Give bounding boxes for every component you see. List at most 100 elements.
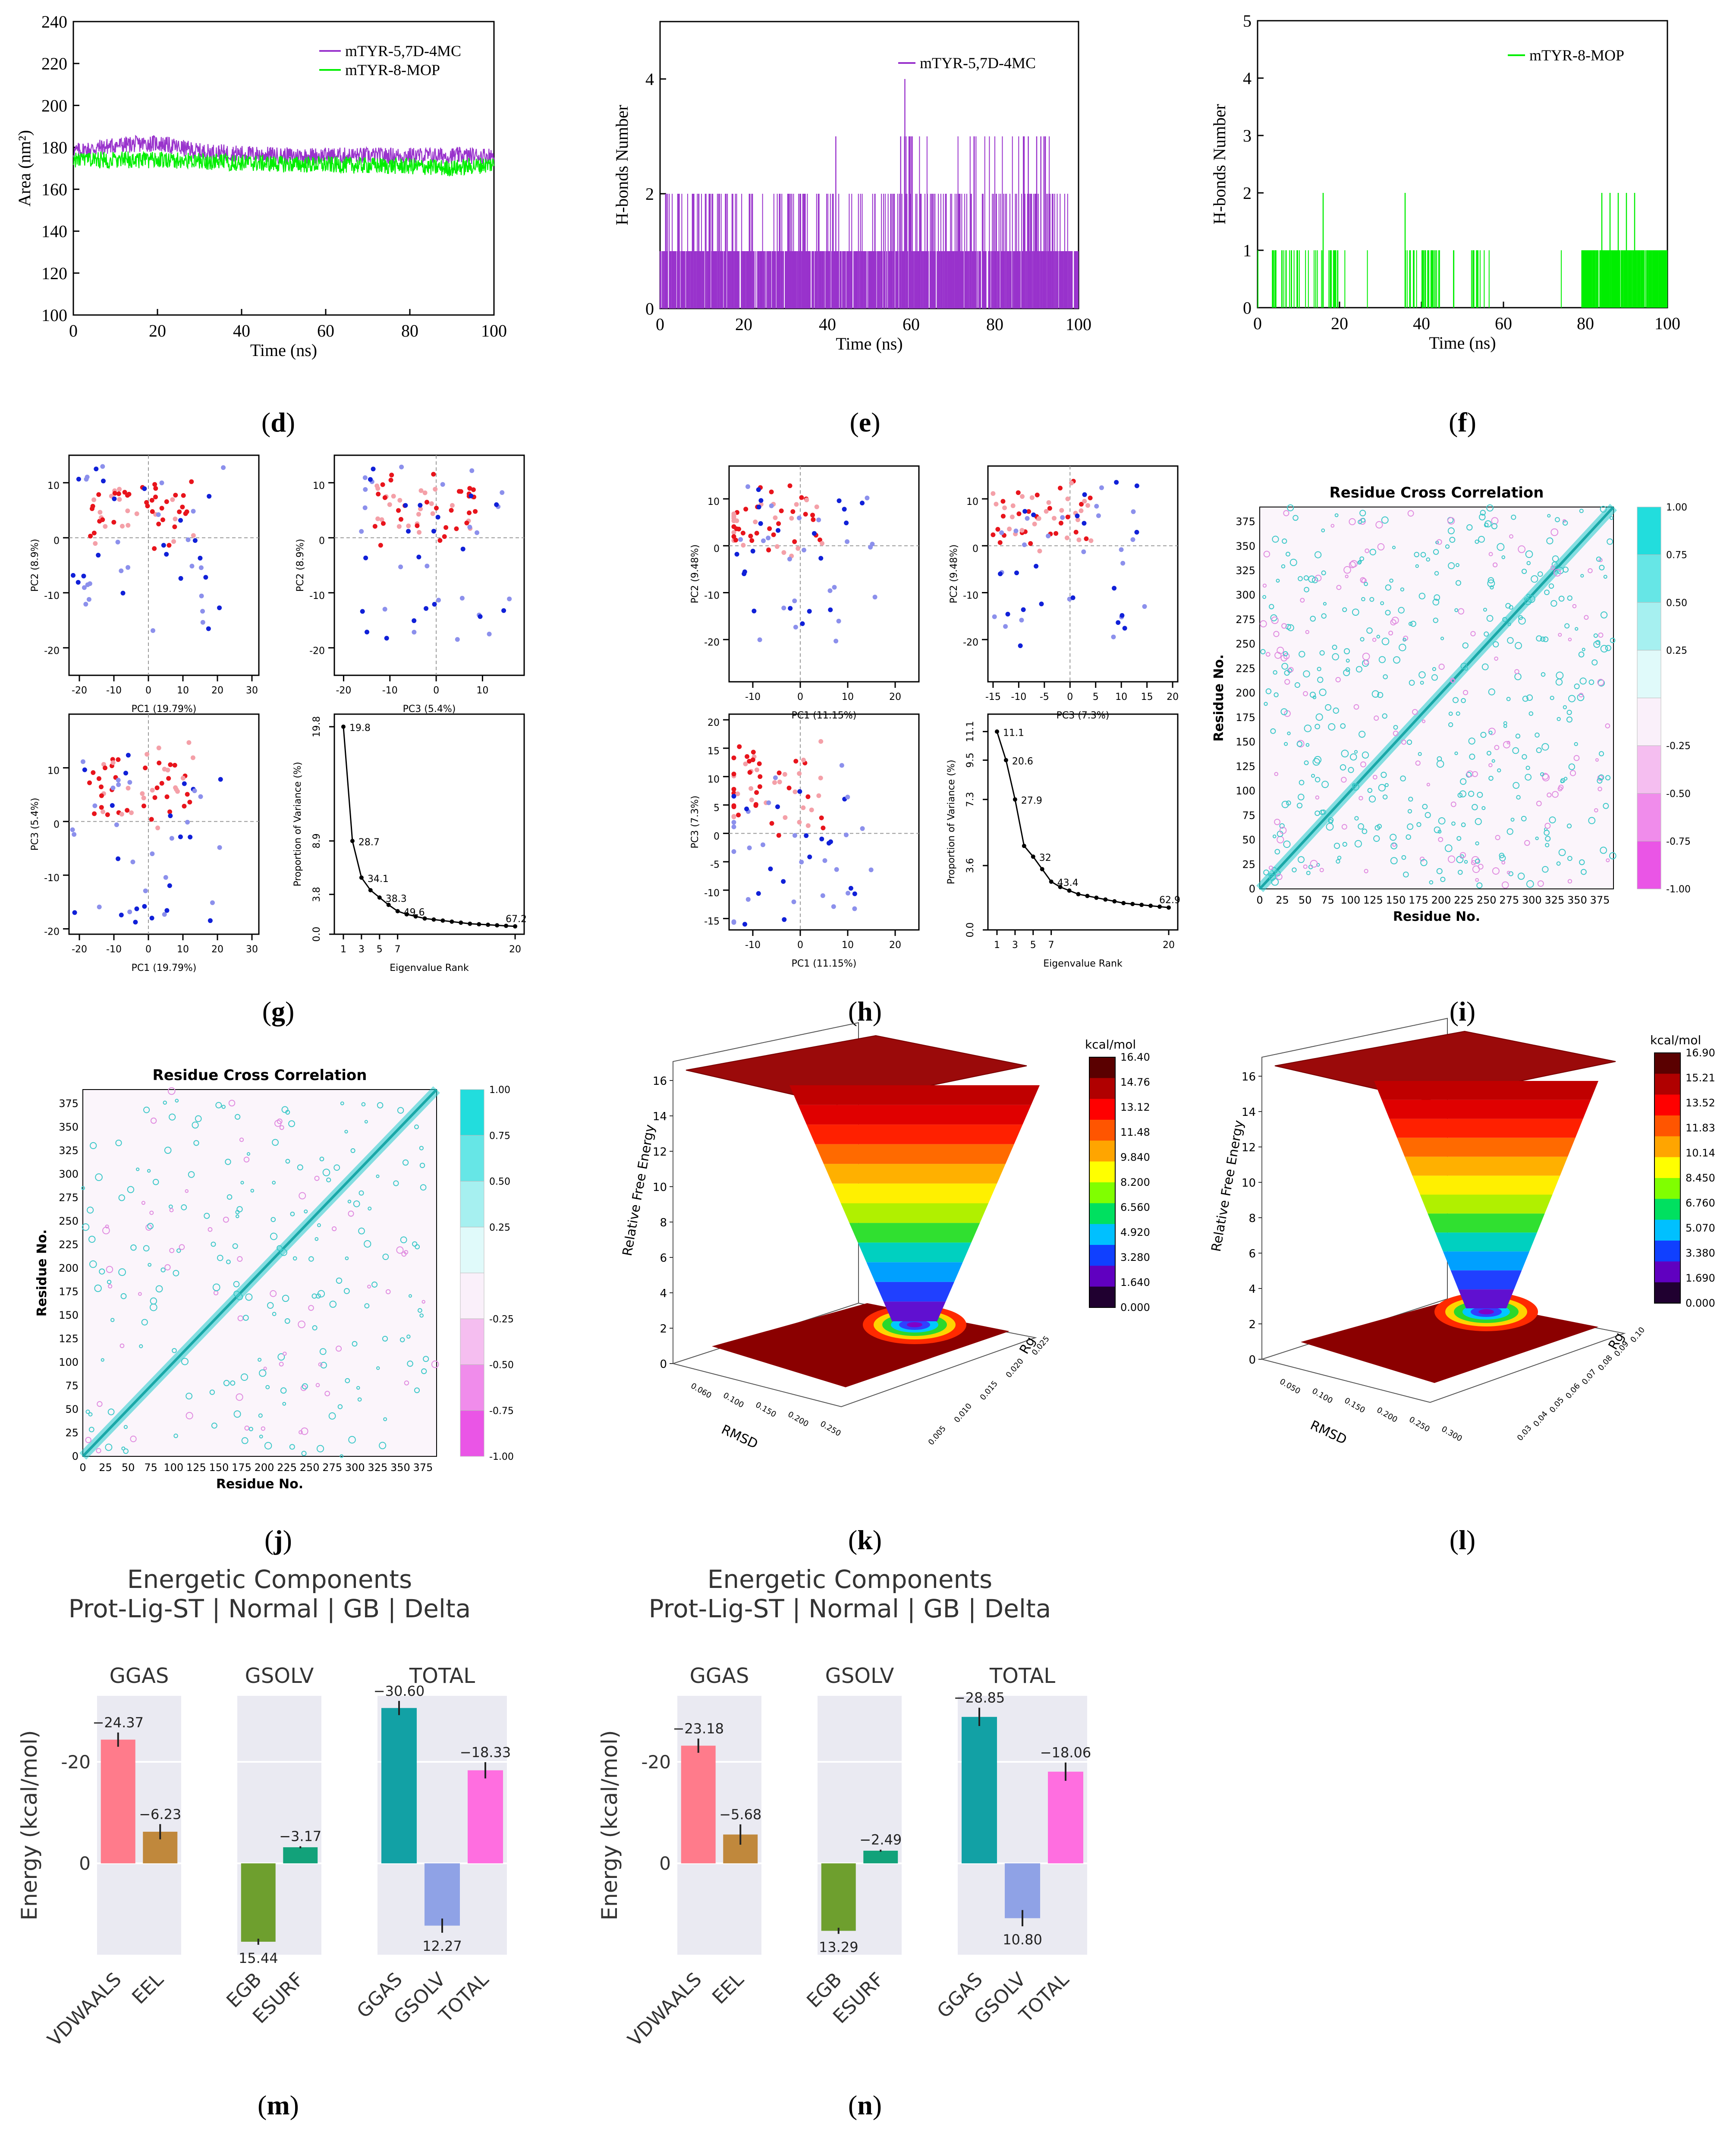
correlation-contour — [1407, 510, 1414, 517]
correlation-contour — [1558, 595, 1565, 602]
y-tick-label: 3.8 — [311, 887, 322, 902]
pca-point — [199, 593, 204, 598]
correlation-contour — [1537, 571, 1543, 577]
colorbar-tick-label: -0.75 — [1666, 836, 1691, 847]
correlation-contour — [181, 1204, 187, 1210]
correlation-contour — [1550, 528, 1559, 536]
pca-point — [170, 497, 175, 502]
correlation-contour — [1321, 570, 1326, 576]
pca-point — [801, 548, 806, 553]
pca-point — [842, 507, 847, 512]
panel-label-paren: ) — [290, 2090, 299, 2120]
colorbar-segment — [1654, 1178, 1680, 1200]
correlation-contour — [212, 1283, 220, 1292]
pca-point — [150, 509, 155, 514]
pca-point — [783, 815, 788, 820]
pca-point — [781, 550, 786, 555]
correlation-contour — [1501, 555, 1506, 559]
pca-point — [161, 543, 166, 548]
correlation-contour — [1509, 605, 1513, 610]
surface-band — [866, 1262, 963, 1282]
correlation-contour — [299, 1192, 306, 1200]
scree-annotation: 62.9 — [1159, 895, 1180, 906]
pca-point — [191, 509, 196, 514]
x-tick-label: 250 — [300, 1462, 320, 1474]
pca-point — [761, 538, 766, 543]
correlation-contour — [1547, 514, 1551, 518]
correlation-contour — [1598, 774, 1604, 781]
correlation-contour — [1385, 610, 1391, 616]
correlation-contour — [1436, 868, 1443, 874]
correlation-contour — [1491, 523, 1498, 529]
correlation-contour — [163, 1100, 167, 1105]
correlation-contour — [383, 1417, 387, 1421]
y-axis-title: PC2 (8.9%) — [295, 539, 306, 592]
correlation-contour — [400, 1236, 407, 1244]
y-tick-label: 5 — [1243, 11, 1252, 31]
pca-point — [769, 503, 774, 508]
pca-point — [790, 509, 796, 514]
y-axis-title: Area (nm²) — [15, 130, 34, 206]
correlation-contour — [270, 1290, 277, 1297]
colorbar-tick-label: 0.50 — [489, 1177, 510, 1188]
pca-point — [140, 791, 145, 796]
correlation-contour — [1433, 617, 1438, 623]
correlation-contour — [1341, 777, 1347, 783]
colorbar-segment — [460, 1318, 484, 1365]
pca-point — [86, 597, 91, 602]
correlation-contour — [1380, 601, 1384, 605]
correlation-contour — [89, 1260, 97, 1268]
panel-label-f: (f) — [1449, 407, 1476, 438]
correlation-contour — [1328, 723, 1336, 731]
correlation-contour — [226, 1259, 231, 1264]
correlation-contour — [281, 1106, 289, 1113]
pca-point — [791, 899, 796, 904]
pca-point — [72, 910, 77, 915]
scree-point — [1139, 903, 1144, 907]
correlation-contour — [1582, 648, 1585, 652]
pca-point — [143, 888, 148, 893]
correlation-contour — [1438, 664, 1445, 670]
pca-point — [773, 775, 778, 780]
correlation-contour — [185, 1189, 189, 1193]
correlation-contour — [1595, 640, 1601, 645]
correlation-contour — [1515, 734, 1521, 739]
panel-label-h: (h) — [848, 996, 882, 1027]
correlation-contour — [1315, 713, 1323, 721]
legend-label: mTYR-5,7D-4MC — [345, 42, 461, 60]
pca-point — [422, 490, 428, 495]
correlation-contour — [143, 1245, 150, 1252]
pca-point — [130, 859, 135, 864]
y-tick-label: 9.5 — [965, 753, 976, 768]
pca-point — [1060, 515, 1065, 520]
pca-point — [415, 523, 420, 528]
correlation-contour — [299, 1430, 303, 1435]
correlation-contour — [1279, 827, 1287, 834]
y-tick-label: 350 — [59, 1121, 79, 1133]
x-tick-label: 300 — [345, 1462, 365, 1474]
pca-point — [180, 775, 186, 781]
pca-point — [776, 833, 781, 838]
panel-label-paren: ) — [1467, 407, 1476, 438]
pca-point — [792, 539, 797, 544]
pca-point — [748, 786, 754, 791]
surface-band — [1458, 1289, 1514, 1308]
correlation-contour — [1466, 772, 1472, 778]
z-tick-label: 6 — [660, 1252, 667, 1265]
pca-point — [769, 489, 774, 495]
correlation-contour — [1340, 764, 1346, 771]
x-tick-label: -10 — [106, 685, 122, 696]
pca-point — [741, 543, 746, 548]
correlation-contour — [1449, 536, 1456, 543]
pca-point — [782, 772, 787, 777]
scree-annotation: 34.1 — [368, 874, 389, 885]
pca-point — [1051, 516, 1057, 521]
correlation-contour — [95, 1173, 103, 1181]
pca-point — [92, 811, 97, 816]
correlation-contour — [1362, 828, 1368, 835]
correlation-contour — [1285, 551, 1290, 557]
correlation-contour — [1281, 663, 1288, 670]
correlation-contour — [1381, 637, 1390, 646]
